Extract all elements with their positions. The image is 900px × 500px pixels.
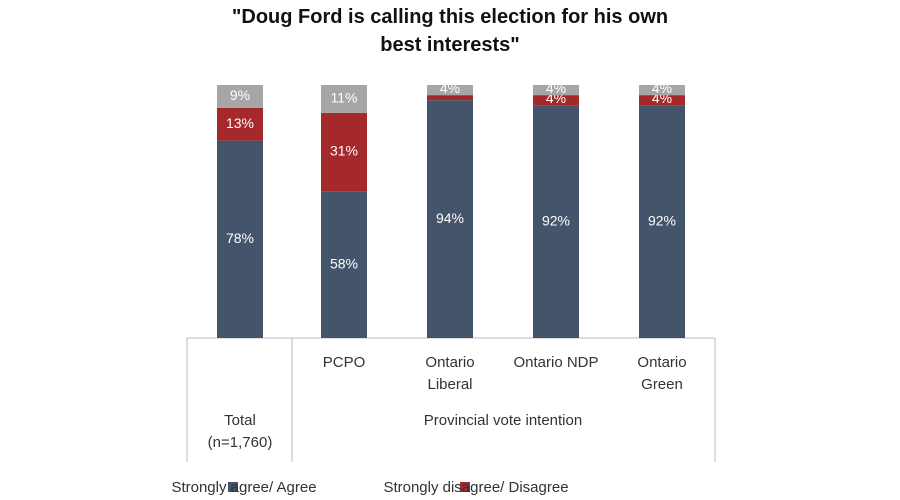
bar-segment (427, 85, 473, 96)
value-label: 9% (230, 87, 250, 103)
bar-segment (639, 105, 685, 339)
bar-segment (533, 85, 579, 96)
chart-title: "Doug Ford is calling this election for … (231, 6, 669, 56)
bar-segment (217, 85, 263, 108)
value-label: 78% (226, 230, 254, 246)
legend-label: Strongly agree/ Agree (171, 479, 316, 496)
value-label: 11% (331, 90, 358, 106)
group-label: Provincial vote intention (423, 412, 583, 429)
x-tick-label: Ontario NDP (513, 354, 599, 371)
legend-swatch (228, 482, 238, 492)
bar-segment (427, 95, 473, 101)
value-label: 4% (440, 80, 460, 96)
bar-segment (321, 112, 367, 192)
legend-swatch (460, 482, 470, 492)
value-label: 13% (226, 115, 254, 131)
x-tick-label: PCPO (322, 354, 366, 371)
bar-segment (217, 140, 263, 338)
bar-segment (639, 95, 685, 106)
value-label: 58% (330, 255, 358, 271)
value-label: 94% (436, 210, 464, 226)
legend-label: Strongly disagree/ Disagree (383, 479, 568, 496)
bar-segment (321, 85, 367, 113)
bar-segment (639, 85, 685, 96)
bar-segment (321, 191, 367, 338)
value-label: 92% (542, 212, 570, 228)
value-label: 31% (330, 143, 358, 159)
bar-segment (533, 95, 579, 106)
bar-segment (427, 100, 473, 339)
value-label: 4% (546, 80, 566, 96)
bar-segment (217, 107, 263, 141)
value-label: 92% (648, 212, 676, 228)
value-label: 4% (652, 80, 672, 96)
x-tick-label: Ontario Liberal (425, 354, 475, 393)
bar-segment (533, 105, 579, 339)
x-tick-label: Ontario Green (637, 354, 687, 393)
x-tick-label: Total (n=1,760) (207, 412, 273, 451)
